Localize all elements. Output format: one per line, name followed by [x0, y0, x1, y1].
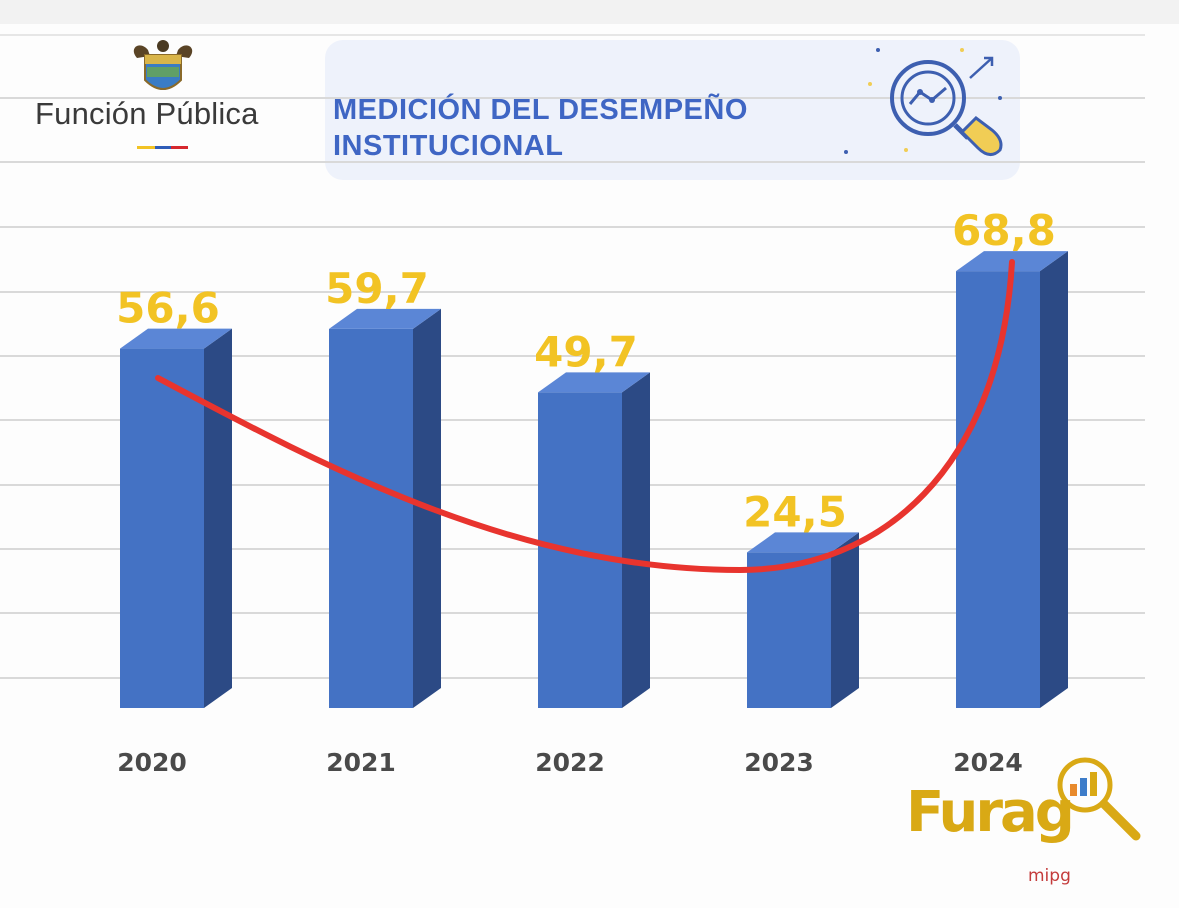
bar-2022	[538, 372, 650, 708]
bar-top-2023	[747, 532, 859, 553]
bar-side-2024	[1040, 251, 1068, 708]
bar-2023	[747, 532, 859, 708]
bar-side-2022	[622, 372, 650, 708]
bar-top-2021	[329, 308, 441, 329]
top-strip	[0, 0, 1179, 24]
bars	[120, 251, 1068, 708]
data-labels: 56,6 59,7 49,7 24,5 68,8	[116, 206, 1056, 536]
x-tick-2020: 2020	[117, 748, 187, 777]
bar-front-2021	[329, 328, 413, 708]
bar-top-2020	[120, 328, 232, 349]
data-label-2020: 56,6	[116, 284, 220, 333]
data-label-2023: 24,5	[743, 487, 847, 536]
bar-top-2022	[538, 372, 650, 393]
bar-side-2020	[204, 328, 232, 708]
trend-line	[155, 259, 1015, 574]
data-label-2021: 59,7	[325, 264, 429, 313]
x-tick-2021: 2021	[326, 748, 396, 777]
coat-of-arms-icon	[133, 40, 193, 90]
x-tick-2023: 2023	[744, 748, 814, 777]
x-axis-ticks: 2020 2021 2022 2023 2024	[117, 748, 1023, 777]
x-tick-2022: 2022	[535, 748, 605, 777]
data-label-2022: 49,7	[534, 327, 638, 376]
x-tick-2024: 2024	[953, 748, 1023, 777]
chart-magnifier-icon	[1057, 757, 1141, 841]
data-label-2024: 68,8	[952, 206, 1056, 255]
trend-line-group	[155, 259, 1015, 574]
banner-title: MEDICIÓN DEL DESEMPEÑO INSTITUCIONAL	[333, 94, 748, 162]
furag-logo-text: Furag	[906, 780, 1075, 845]
bar-front-2024	[956, 271, 1040, 708]
bar-front-2023	[747, 552, 831, 708]
bar-front-2020	[120, 348, 204, 708]
analytics-magnifier-icon	[844, 48, 1003, 156]
function-publica-logo-text: Función Pública	[35, 96, 259, 131]
flag-stripe	[137, 146, 188, 149]
bar-2020	[120, 328, 232, 708]
mipg-logo-text: mipg	[1028, 866, 1071, 886]
bar-2024	[956, 251, 1068, 708]
bar-side-2023	[831, 532, 859, 708]
